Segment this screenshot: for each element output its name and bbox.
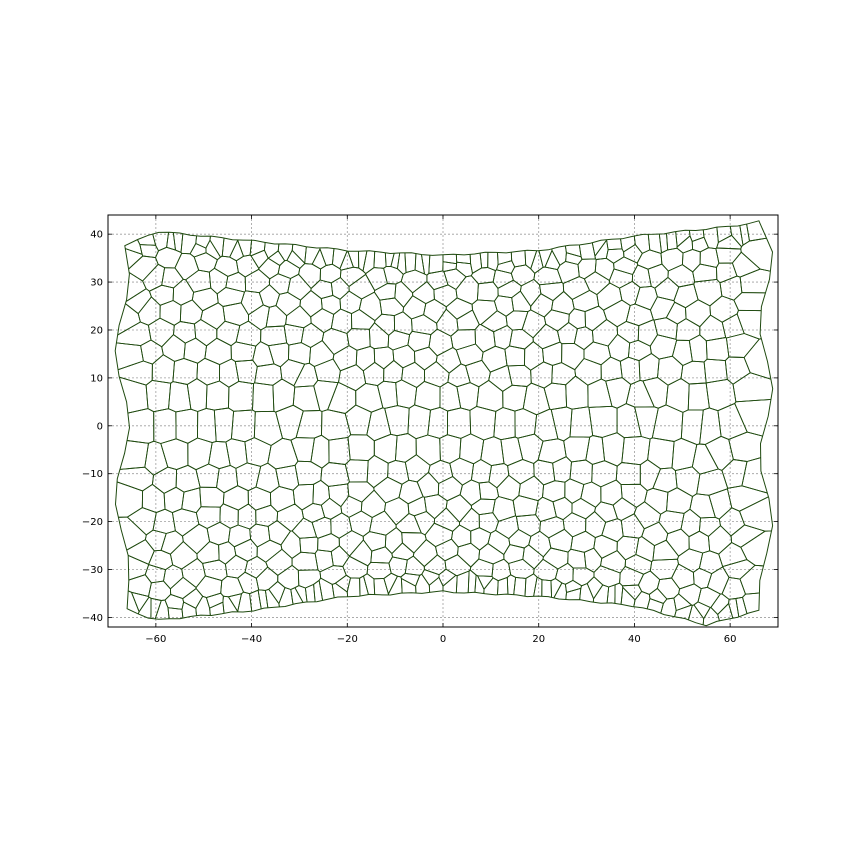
x-tick-label: 0 [440, 634, 446, 645]
y-tick-label: −30 [82, 565, 103, 576]
mesh-outline [114, 220, 774, 627]
x-tick-label: 40 [628, 634, 641, 645]
voronoi-cell [686, 220, 705, 242]
voronoi-cell [170, 220, 186, 253]
y-tick-label: 0 [97, 421, 103, 432]
x-tick-label: −20 [337, 634, 358, 645]
x-tick-label: −60 [145, 634, 166, 645]
voronoi-cell [146, 220, 172, 252]
tick-layer: −60 −40 −20 0 20 40 60 −40 −30 −20 −10 0 10 20 30 40 [82, 215, 778, 645]
voronoi-cell [263, 220, 283, 259]
y-tick-label: −40 [82, 613, 103, 624]
voronoi-cell [115, 220, 143, 255]
x-tick-label: −40 [241, 634, 262, 645]
voronoi-cell [717, 603, 739, 626]
voronoi-cell [739, 493, 773, 532]
voronoi-cell [743, 220, 773, 242]
y-tick-label: 30 [90, 278, 103, 289]
voronoi-mesh [115, 220, 773, 626]
y-tick-label: 40 [90, 230, 103, 241]
voronoi-cell [129, 596, 152, 626]
voronoi-cell [304, 220, 324, 265]
voronoi-cell [630, 220, 651, 254]
plot-area: −60 −40 −20 0 20 40 60 −40 −30 −20 −10 0 10 20 30 40 [82, 214, 779, 645]
y-tick-label: 20 [90, 325, 103, 336]
voronoi-cell [249, 220, 269, 257]
y-tick-label: −20 [82, 517, 103, 528]
y-tick-label: 10 [90, 373, 103, 384]
x-tick-label: 60 [724, 634, 737, 645]
x-tick-label: 20 [532, 634, 545, 645]
voronoi-cell [700, 220, 719, 250]
voronoi-cell [221, 220, 241, 258]
voronoi-cell [615, 220, 636, 253]
voronoi-cell [645, 220, 662, 254]
voronoi-cell [664, 220, 678, 251]
voronoi-cell [180, 220, 200, 255]
voronoi-cell [277, 220, 296, 262]
voronoi-cell [195, 220, 214, 249]
voronoi-cell [727, 220, 744, 248]
y-tick-label: −10 [82, 469, 103, 480]
